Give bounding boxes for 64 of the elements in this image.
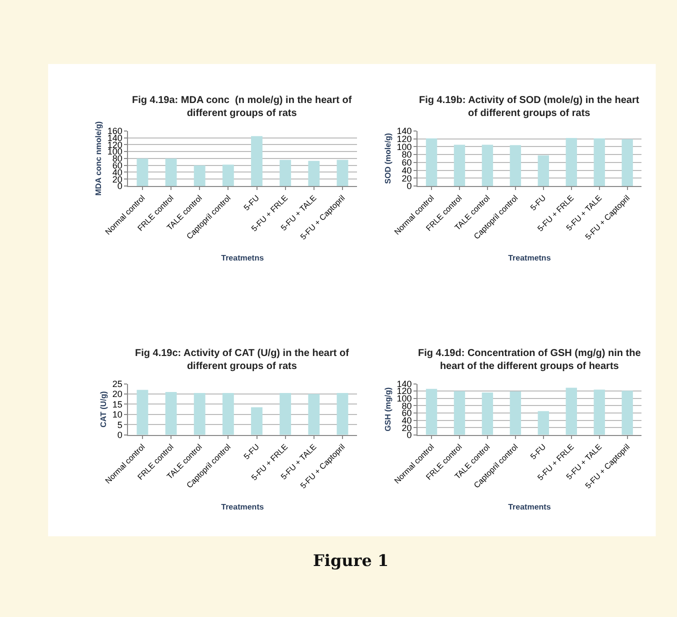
y-tick-label: 120 xyxy=(107,140,122,150)
bar xyxy=(622,139,633,186)
bar xyxy=(194,165,206,186)
chart-title: Fig 4.19b: Activity of SOD (mole/g) in the heart of different groups of rats xyxy=(419,95,640,119)
y-tick-label: 140 xyxy=(396,126,412,136)
y-tick-label: 15 xyxy=(112,399,122,410)
x-axis-title: Treatmetns xyxy=(508,254,552,263)
y-tick-label: 100 xyxy=(396,142,412,152)
y-tick-label: 20 xyxy=(402,173,412,184)
y-tick-label: 0 xyxy=(406,430,412,440)
bar xyxy=(594,390,605,435)
bar xyxy=(482,392,494,435)
y-tick-label: 0 xyxy=(406,181,412,192)
bar xyxy=(251,136,262,186)
bar xyxy=(622,390,633,435)
bar xyxy=(280,160,292,186)
bar xyxy=(454,144,466,186)
bar xyxy=(308,394,320,435)
bar xyxy=(136,158,148,186)
bar xyxy=(165,158,177,186)
chart-title: Fig 4.19c: Activity of CAT (U/g) in the heart of different groups of rats xyxy=(135,348,350,372)
bar xyxy=(308,160,320,186)
y-tick-label: 20 xyxy=(402,422,412,433)
y-tick-label: 5 xyxy=(117,420,122,430)
bar xyxy=(251,407,262,435)
bar xyxy=(336,160,348,186)
chart-title: Fig 4.19a: MDA conc (n mole/g) in the heart of different groups of rats xyxy=(132,95,352,119)
y-tick-label: 60 xyxy=(402,158,412,168)
y-axis-title: CAT (U/g) xyxy=(99,390,108,428)
bar xyxy=(538,411,550,435)
y-axis-title: GSH (mg/g) xyxy=(383,387,392,432)
bar xyxy=(280,392,292,435)
bar xyxy=(594,138,605,186)
y-tick-label: 10 xyxy=(112,410,122,420)
y-axis-title: SOD (mole/g) xyxy=(383,132,392,184)
bar xyxy=(510,145,522,186)
bar xyxy=(426,138,438,186)
bar xyxy=(510,391,522,435)
y-tick-label: 40 xyxy=(402,165,412,176)
x-axis-title: Treatmetns xyxy=(221,254,264,263)
bar xyxy=(165,392,177,435)
y-tick-label: 80 xyxy=(402,150,412,160)
bar xyxy=(136,390,148,435)
bar xyxy=(538,155,550,186)
bar xyxy=(482,144,494,186)
x-axis-title: Treatments xyxy=(221,502,264,512)
bar xyxy=(336,392,348,435)
bar xyxy=(194,392,206,435)
y-tick-label: 25 xyxy=(112,378,122,389)
bar xyxy=(566,138,577,186)
chart-title: Fig 4.19d: Concentration of GSH (mg/g) nin the heart of the different groups of hearts xyxy=(418,348,642,372)
y-tick-label: 120 xyxy=(396,134,412,144)
caption: Figure 1 xyxy=(313,551,389,570)
bar xyxy=(426,388,438,435)
y-tick-label: 20 xyxy=(112,389,122,400)
bar xyxy=(222,392,234,435)
y-tick-label: 140 xyxy=(396,378,412,389)
bar xyxy=(222,164,234,186)
y-tick-label: 0 xyxy=(117,430,122,440)
y-axis-title: MDA conc nmole/g) xyxy=(94,120,104,196)
y-tick-label: 120 xyxy=(396,386,412,396)
x-axis-title: Treatments xyxy=(508,502,552,512)
bar xyxy=(454,391,466,435)
bar xyxy=(566,388,577,435)
